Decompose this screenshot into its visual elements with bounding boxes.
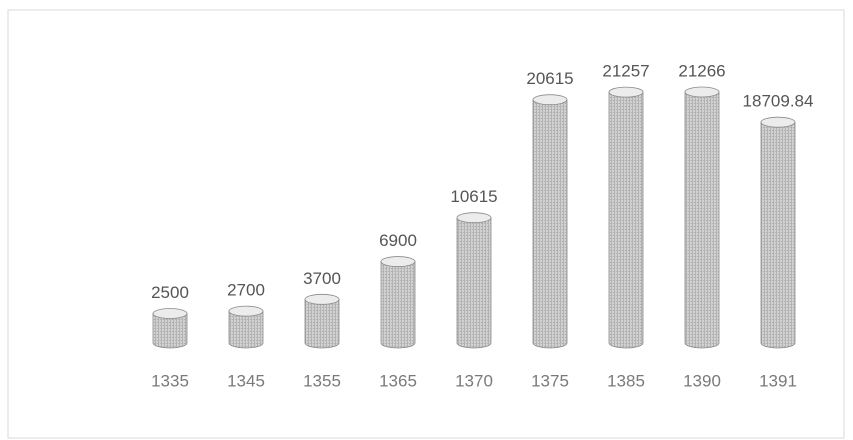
x-tick-label: 1345 [227, 371, 265, 390]
x-tick-label: 1385 [607, 371, 645, 390]
bar-cap [228, 305, 264, 317]
bar [380, 261, 416, 349]
value-label: 20615 [526, 69, 573, 88]
bar [608, 91, 644, 349]
x-tick-label: 1390 [683, 371, 721, 390]
bar-cap [608, 86, 644, 98]
bar [456, 217, 492, 349]
x-tick-label: 1391 [759, 371, 797, 390]
x-tick-label: 1355 [303, 371, 341, 390]
value-label: 21266 [678, 61, 725, 80]
bar [152, 313, 188, 349]
bar-cap [456, 212, 492, 224]
bar-cap [380, 256, 416, 267]
bar [304, 298, 340, 349]
value-label: 2700 [227, 281, 265, 300]
chart-border [7, 9, 845, 439]
value-label: 3700 [303, 269, 341, 288]
bar-cap [304, 293, 340, 305]
value-label: 2500 [151, 283, 189, 302]
x-tick-label: 1335 [151, 371, 189, 390]
bar-cap [152, 308, 188, 319]
bar-cap [684, 86, 720, 98]
bar [684, 91, 720, 349]
value-label: 6900 [379, 231, 417, 250]
x-tick-label: 1365 [379, 371, 417, 390]
value-label: 18709.84 [743, 92, 814, 111]
bar-cap [760, 116, 796, 128]
bar [532, 99, 568, 349]
bar [228, 310, 264, 349]
x-tick-label: 1375 [531, 371, 569, 390]
value-label: 21257 [602, 62, 649, 81]
bar-cap [532, 94, 568, 106]
bar [760, 121, 796, 349]
x-tick-label: 1370 [455, 371, 493, 390]
value-label: 10615 [450, 187, 497, 206]
